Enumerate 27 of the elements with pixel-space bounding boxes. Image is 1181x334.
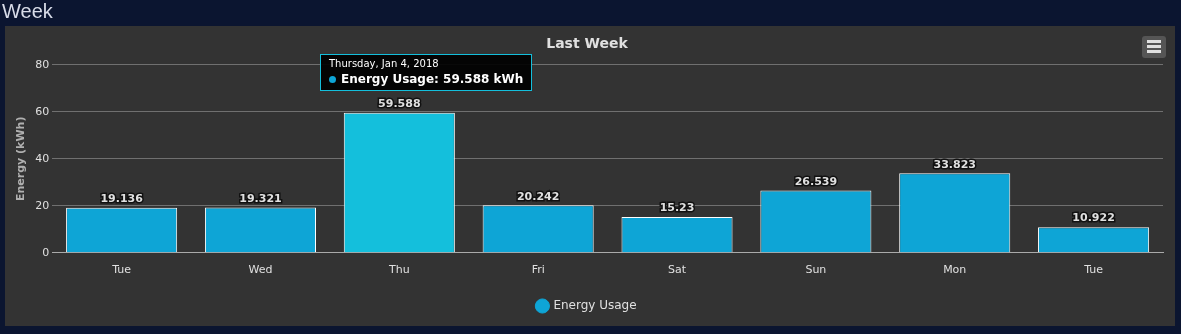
- x-tick-label: Thu: [387, 263, 410, 277]
- data-label: 26.539: [794, 174, 838, 188]
- annotation: Energy Usage: 59.588 kWh: [341, 71, 524, 88]
- data-label: 20.242: [516, 189, 560, 203]
- y-axis-title: Energy (kWh): [14, 116, 28, 202]
- x-tick-label: Tue: [1083, 263, 1104, 277]
- data-label: 19.136: [100, 192, 144, 206]
- y-tick-label: 40: [35, 151, 50, 165]
- x-tick-label: Fri: [531, 263, 545, 277]
- legend-label: Energy Usage: [553, 298, 637, 313]
- data-label: 10.922: [1072, 211, 1115, 225]
- y-tick-label: 80: [35, 57, 50, 71]
- x-tick-label: Sun: [805, 263, 827, 277]
- y-tick-label: 60: [35, 104, 50, 118]
- x-tick-label: Tue: [111, 263, 132, 277]
- x-tick-label: Mon: [943, 263, 967, 277]
- chart-title: Last Week: [546, 35, 629, 52]
- y-tick-label: 20: [35, 198, 50, 212]
- data-label: 19.321: [239, 191, 282, 205]
- y-tick-label: 0: [42, 245, 50, 259]
- annotation: Thursday, Jan 4, 2018: [329, 57, 439, 71]
- x-tick-label: Sat: [668, 263, 687, 277]
- chart-subtitle: Week: [2, 0, 53, 23]
- x-tick-label: Wed: [248, 263, 273, 277]
- data-label: 33.823: [933, 157, 976, 171]
- data-label: 15.23: [659, 201, 695, 215]
- data-label: 59.588: [378, 97, 421, 111]
